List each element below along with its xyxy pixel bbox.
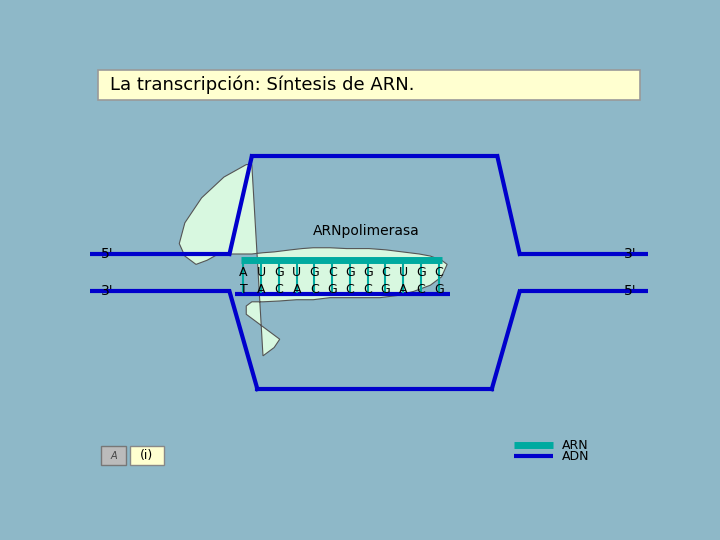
Text: C: C xyxy=(346,282,354,295)
Text: C: C xyxy=(381,266,390,280)
FancyBboxPatch shape xyxy=(101,446,126,465)
Text: G: G xyxy=(381,282,390,295)
Polygon shape xyxy=(179,165,447,356)
Text: G: G xyxy=(416,266,426,280)
Text: C: C xyxy=(274,282,284,295)
Text: C: C xyxy=(328,266,336,280)
Text: 5': 5' xyxy=(624,285,637,299)
Text: C: C xyxy=(417,282,426,295)
Text: G: G xyxy=(328,282,337,295)
Text: A: A xyxy=(257,282,266,295)
Text: G: G xyxy=(434,282,444,295)
Text: U: U xyxy=(292,266,301,280)
Text: ADN: ADN xyxy=(562,450,589,463)
FancyBboxPatch shape xyxy=(99,70,639,100)
Text: C: C xyxy=(364,282,372,295)
Text: A: A xyxy=(399,282,408,295)
Text: C: C xyxy=(434,266,443,280)
Text: (i): (i) xyxy=(140,449,153,462)
Text: G: G xyxy=(310,266,320,280)
Text: C: C xyxy=(310,282,319,295)
Text: G: G xyxy=(274,266,284,280)
Text: 3': 3' xyxy=(624,247,637,261)
Text: La transcripción: Síntesis de ARN.: La transcripción: Síntesis de ARN. xyxy=(109,76,414,94)
Text: A: A xyxy=(239,266,248,280)
Text: G: G xyxy=(345,266,355,280)
Text: A: A xyxy=(110,451,117,461)
Text: A: A xyxy=(292,282,301,295)
Text: ARNpolimerasa: ARNpolimerasa xyxy=(313,224,420,238)
Text: T: T xyxy=(240,282,248,295)
Text: ARN: ARN xyxy=(562,439,588,452)
FancyBboxPatch shape xyxy=(130,446,163,465)
Text: 3': 3' xyxy=(101,285,114,299)
Text: G: G xyxy=(363,266,373,280)
Text: 5': 5' xyxy=(101,247,114,261)
Text: U: U xyxy=(256,266,266,280)
Text: U: U xyxy=(399,266,408,280)
